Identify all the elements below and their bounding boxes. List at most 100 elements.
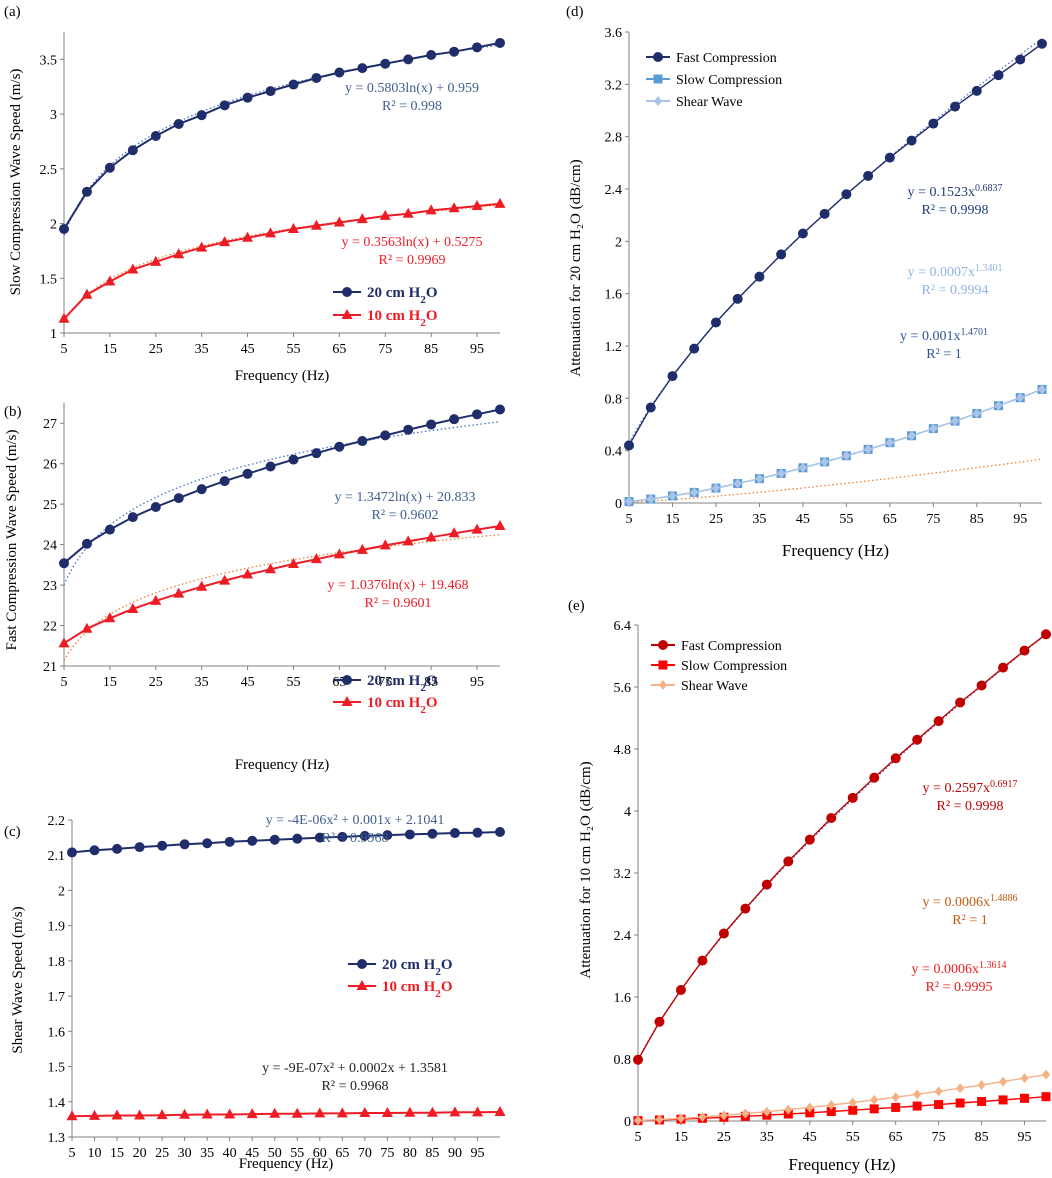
- data-point: [179, 1108, 191, 1119]
- fit-r-squared-0: R² = 0.998: [382, 99, 442, 114]
- x-tick-label: 75: [380, 1146, 394, 1161]
- x-tick-label: 35: [200, 1146, 214, 1161]
- data-point: [777, 468, 786, 479]
- data-point: [449, 414, 460, 425]
- data-point: [265, 86, 276, 97]
- data-point: [934, 1086, 943, 1097]
- data-point: [827, 1100, 836, 1111]
- data-point: [287, 558, 299, 569]
- data-point: [471, 200, 483, 211]
- x-axis-title: Frequency (Hz): [235, 368, 330, 384]
- x-tick-label: 55: [846, 1130, 860, 1145]
- series-line-0: [637, 633, 1047, 1061]
- data-point: [667, 371, 678, 382]
- x-axis-title: Frequency (Hz): [239, 1156, 334, 1172]
- data-point: [196, 110, 207, 121]
- fit-equation-0: y = -4E-06x² + 0.001x + 2.1041: [266, 813, 445, 828]
- data-point: [972, 408, 981, 419]
- data-point: [314, 1107, 326, 1118]
- data-point: [848, 1105, 858, 1115]
- data-point: [127, 145, 138, 156]
- fit-r-squared-0: R² = 0.9998: [937, 799, 1004, 814]
- data-point: [134, 842, 145, 853]
- y-tick-label: 6.4: [614, 619, 632, 634]
- data-point: [403, 54, 414, 65]
- data-point: [472, 409, 483, 420]
- x-axis-title: Frequency (Hz): [235, 757, 330, 773]
- data-point: [951, 416, 960, 427]
- data-point: [173, 587, 185, 598]
- data-point: [870, 1094, 879, 1105]
- y-tick-label: 0.8: [605, 392, 623, 407]
- x-tick-label: 25: [717, 1130, 731, 1145]
- y-tick-label: 23: [43, 579, 57, 594]
- x-tick-label: 75: [378, 675, 392, 690]
- data-point: [291, 1107, 303, 1118]
- data-point: [495, 37, 505, 48]
- data-point: [776, 249, 787, 260]
- data-point: [956, 1083, 965, 1094]
- data-point: [127, 263, 139, 274]
- y-axis-title: Fast Compression Wave Speed (m/s): [4, 430, 20, 651]
- data-point: [1038, 384, 1046, 395]
- fit-r-squared-1: R² = 0.9994: [922, 283, 989, 298]
- x-tick-label: 80: [403, 1146, 417, 1161]
- data-point: [890, 753, 901, 764]
- data-point: [906, 135, 917, 146]
- x-tick-label: 45: [241, 675, 255, 690]
- x-axis-title: Frequency (Hz): [782, 541, 889, 560]
- data-point: [134, 1109, 146, 1120]
- data-point: [403, 424, 414, 435]
- data-point: [977, 1096, 987, 1106]
- legend-label-1: 10 cm H2O: [367, 308, 438, 329]
- y-axis-title: Shear Wave Speed (m/s): [10, 906, 26, 1053]
- y-tick-label: 0: [624, 1115, 631, 1130]
- fit-equation-2: y = 0.0006x1.3614: [912, 960, 1007, 978]
- data-point: [179, 839, 190, 850]
- x-tick-label: 55: [286, 675, 300, 690]
- y-tick-label: 1.6: [614, 991, 632, 1006]
- data-point: [820, 456, 829, 467]
- data-point: [950, 101, 961, 112]
- data-point: [933, 716, 944, 727]
- x-tick-label: 95: [470, 342, 484, 357]
- fit-r-squared-0: R² = 0.9998: [922, 203, 989, 218]
- data-point: [104, 275, 116, 286]
- data-point: [842, 450, 851, 461]
- data-point: [219, 574, 231, 585]
- data-point: [59, 558, 69, 569]
- data-point: [333, 216, 345, 227]
- fit-equation-1: y = 0.0007x1.3401: [908, 263, 1003, 281]
- data-point: [219, 236, 231, 247]
- panel-e: (e) 0 0.8 1.6 2.4 3.2 4 4.8 5.6 6.4 5 15 25 35 45 55 65 7…: [568, 598, 1051, 1174]
- data-point: [448, 527, 460, 538]
- x-tick-label: 45: [245, 1146, 259, 1161]
- data-point: [976, 680, 987, 691]
- legend-marker-1: [356, 980, 368, 990]
- fit-equation-1: y = 1.0376ln(x) + 19.468: [327, 578, 468, 593]
- data-point: [494, 197, 506, 208]
- data-point: [891, 1102, 901, 1112]
- data-point: [287, 223, 299, 234]
- y-tick-label: 2.4: [614, 929, 632, 944]
- fit-equation-2: y = 0.001x1.4701: [900, 327, 988, 345]
- data-point: [426, 419, 437, 430]
- x-tick-label: 25: [155, 1146, 169, 1161]
- data-point: [826, 812, 837, 823]
- data-point: [314, 832, 325, 843]
- y-tick-label: 4: [624, 805, 631, 820]
- data-point: [265, 563, 277, 574]
- data-point: [269, 1107, 281, 1118]
- fit-equation-0: y = 0.1523x0.6837: [908, 183, 1003, 201]
- data-point: [472, 827, 483, 838]
- data-point: [104, 612, 116, 623]
- data-point: [196, 241, 208, 252]
- data-point: [246, 1108, 258, 1119]
- data-point: [242, 468, 253, 479]
- data-point: [356, 213, 368, 224]
- fit-equation-0: y = 1.3472ln(x) + 20.833: [334, 490, 475, 505]
- data-point: [929, 423, 938, 434]
- data-point: [111, 1109, 123, 1120]
- data-point: [150, 255, 162, 266]
- x-tick-label: 45: [803, 1130, 817, 1145]
